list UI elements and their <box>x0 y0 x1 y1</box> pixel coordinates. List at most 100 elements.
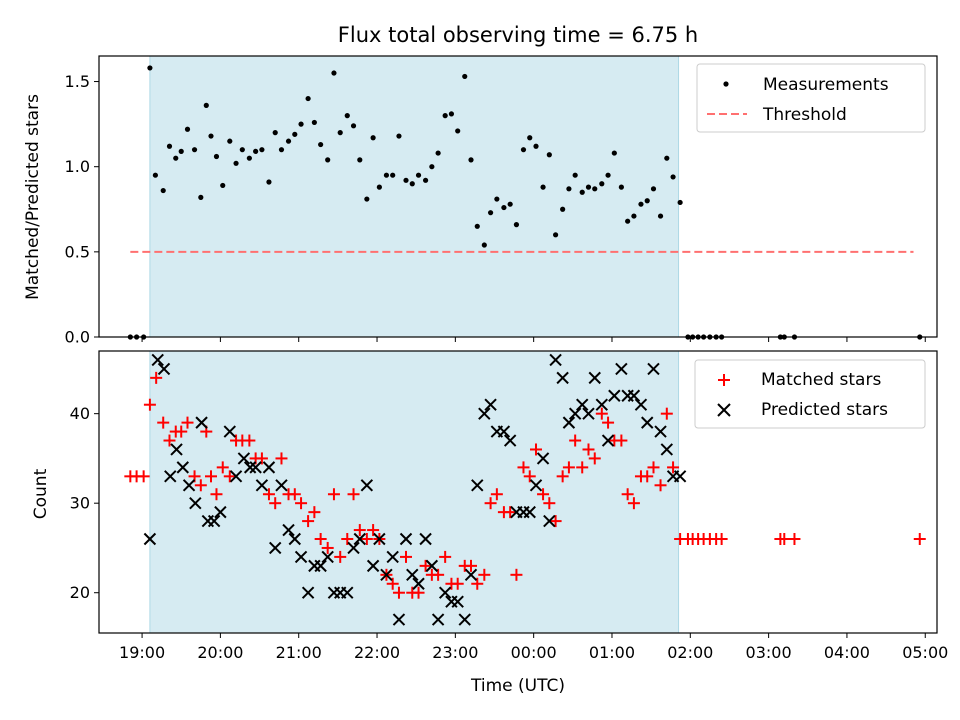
measurement-point <box>481 242 487 248</box>
x-tick-label: 19:00 <box>119 643 165 662</box>
top-plot-frame <box>98 55 938 338</box>
predicted-star-point <box>543 514 556 528</box>
predicted-star-point <box>419 532 432 546</box>
predicted-star-point <box>195 416 208 429</box>
predicted-star-point <box>464 568 478 582</box>
top-y-tick-label: 0.5 <box>65 242 90 261</box>
predicted-star-stroke-b <box>314 559 327 573</box>
predicted-star-point <box>562 416 576 429</box>
predicted-star-stroke-b <box>214 505 227 519</box>
measurement-point <box>147 65 153 71</box>
predicted-star-point <box>360 479 374 492</box>
measurement-point <box>650 186 657 192</box>
observing-span-shade <box>149 55 680 338</box>
predicted-star-stroke-b <box>647 362 660 376</box>
bottom-panel: Count Time (UTC) 20 30 40 19:00 20:00 21:00 2… <box>31 350 948 696</box>
predicted-star-point <box>237 452 251 465</box>
predicted-star-point <box>189 496 202 510</box>
predicted-star-point <box>503 434 517 447</box>
matched-star-point <box>400 550 413 563</box>
observing-span-shade <box>149 350 680 634</box>
measurement-point <box>305 95 311 102</box>
predicted-star-stroke-b <box>294 550 308 564</box>
measurement-point <box>657 213 664 219</box>
measurement-point <box>507 201 513 207</box>
predicted-star-stroke-b <box>275 479 288 492</box>
matched-star-point <box>523 470 536 483</box>
measurement-point <box>325 157 331 163</box>
x-axis-label: Time (UTC) <box>470 676 565 696</box>
measurement-point <box>572 172 578 178</box>
predicted-star-point <box>529 479 543 492</box>
predicted-star-stroke-b <box>660 443 674 456</box>
x-tick-label: 22:00 <box>354 643 400 662</box>
predicted-star-point <box>282 523 295 537</box>
measurement-point <box>664 155 670 161</box>
measurement-point <box>213 153 220 160</box>
top-y-tick-label: 1.0 <box>65 157 90 176</box>
predicted-star-point <box>243 461 257 474</box>
predicted-star-stroke-b <box>451 595 464 608</box>
matched-star-point <box>194 479 207 492</box>
matched-star-point <box>439 550 452 563</box>
bottom-y-tick-label: 30 <box>70 494 90 513</box>
predicted-star-stroke-b <box>588 371 601 385</box>
measurement-point <box>618 184 624 190</box>
matched-star-point <box>181 416 194 429</box>
predicted-star-point <box>458 613 471 626</box>
predicted-star-point <box>341 586 354 599</box>
predicted-star-stroke-b <box>249 461 262 474</box>
predicted-star-point <box>151 353 164 367</box>
predicted-star-point <box>582 407 595 420</box>
predicted-star-point <box>288 532 302 546</box>
top-panel: Flux total observing time = 6.75 h Match… <box>23 23 938 347</box>
predicted-star-point <box>484 398 497 411</box>
x-tick-label: 00:00 <box>511 643 557 662</box>
predicted-star-stroke-b <box>170 443 183 456</box>
predicted-star-point <box>634 398 648 411</box>
predicted-star-point <box>523 505 536 519</box>
matched-star-point <box>327 488 340 501</box>
predicted-star-point <box>386 550 399 564</box>
measurement-point <box>191 147 198 153</box>
measurement-point <box>233 160 239 166</box>
chart-title: Flux total observing time = 6.75 h <box>338 23 698 47</box>
predicted-star-point <box>301 586 315 599</box>
legend-predicted-marker <box>717 403 731 417</box>
predicted-star-stroke-b <box>262 461 276 474</box>
legend-predicted-label: Predicted stars <box>761 400 888 420</box>
predicted-star-point <box>601 434 615 447</box>
predicted-star-stroke-b <box>431 613 445 626</box>
predicted-star-stroke-b <box>608 389 621 402</box>
matched-star-point <box>360 533 373 545</box>
predicted-star-stroke-b <box>341 586 354 599</box>
predicted-star-stroke-b <box>503 434 517 447</box>
matched-star-point <box>341 533 354 545</box>
predicted-star-stroke-b <box>458 613 471 626</box>
matched-star-point <box>647 461 660 474</box>
predicted-star-point <box>392 613 406 626</box>
legend-measurements-marker <box>723 81 729 87</box>
predicted-star-point <box>595 398 609 411</box>
predicted-star-stroke-b <box>237 452 251 465</box>
predicted-star-point <box>615 362 628 376</box>
measurement-point <box>344 113 350 119</box>
measurement-point <box>364 196 370 202</box>
measurement-point <box>540 184 546 190</box>
matched-star-point <box>223 470 236 483</box>
measurement-point <box>625 218 631 224</box>
matched-star-point <box>269 497 282 510</box>
bottom-legend: Matched stars Predicted stars <box>694 359 926 429</box>
matched-star-point <box>654 479 667 492</box>
predicted-star-point <box>269 541 282 555</box>
predicted-star-point <box>660 443 674 456</box>
matched-star-point <box>543 497 556 510</box>
predicted-star-stroke-b <box>223 425 236 438</box>
predicted-star-stroke-b <box>392 613 406 626</box>
legend-matched-marker <box>718 374 730 386</box>
bottom-y-tick-label: 40 <box>70 404 90 423</box>
measurement-point <box>259 147 265 153</box>
predicted-star-stroke-b <box>157 362 171 376</box>
predicted-star-stroke-b <box>176 461 190 474</box>
measurement-point <box>462 73 468 80</box>
